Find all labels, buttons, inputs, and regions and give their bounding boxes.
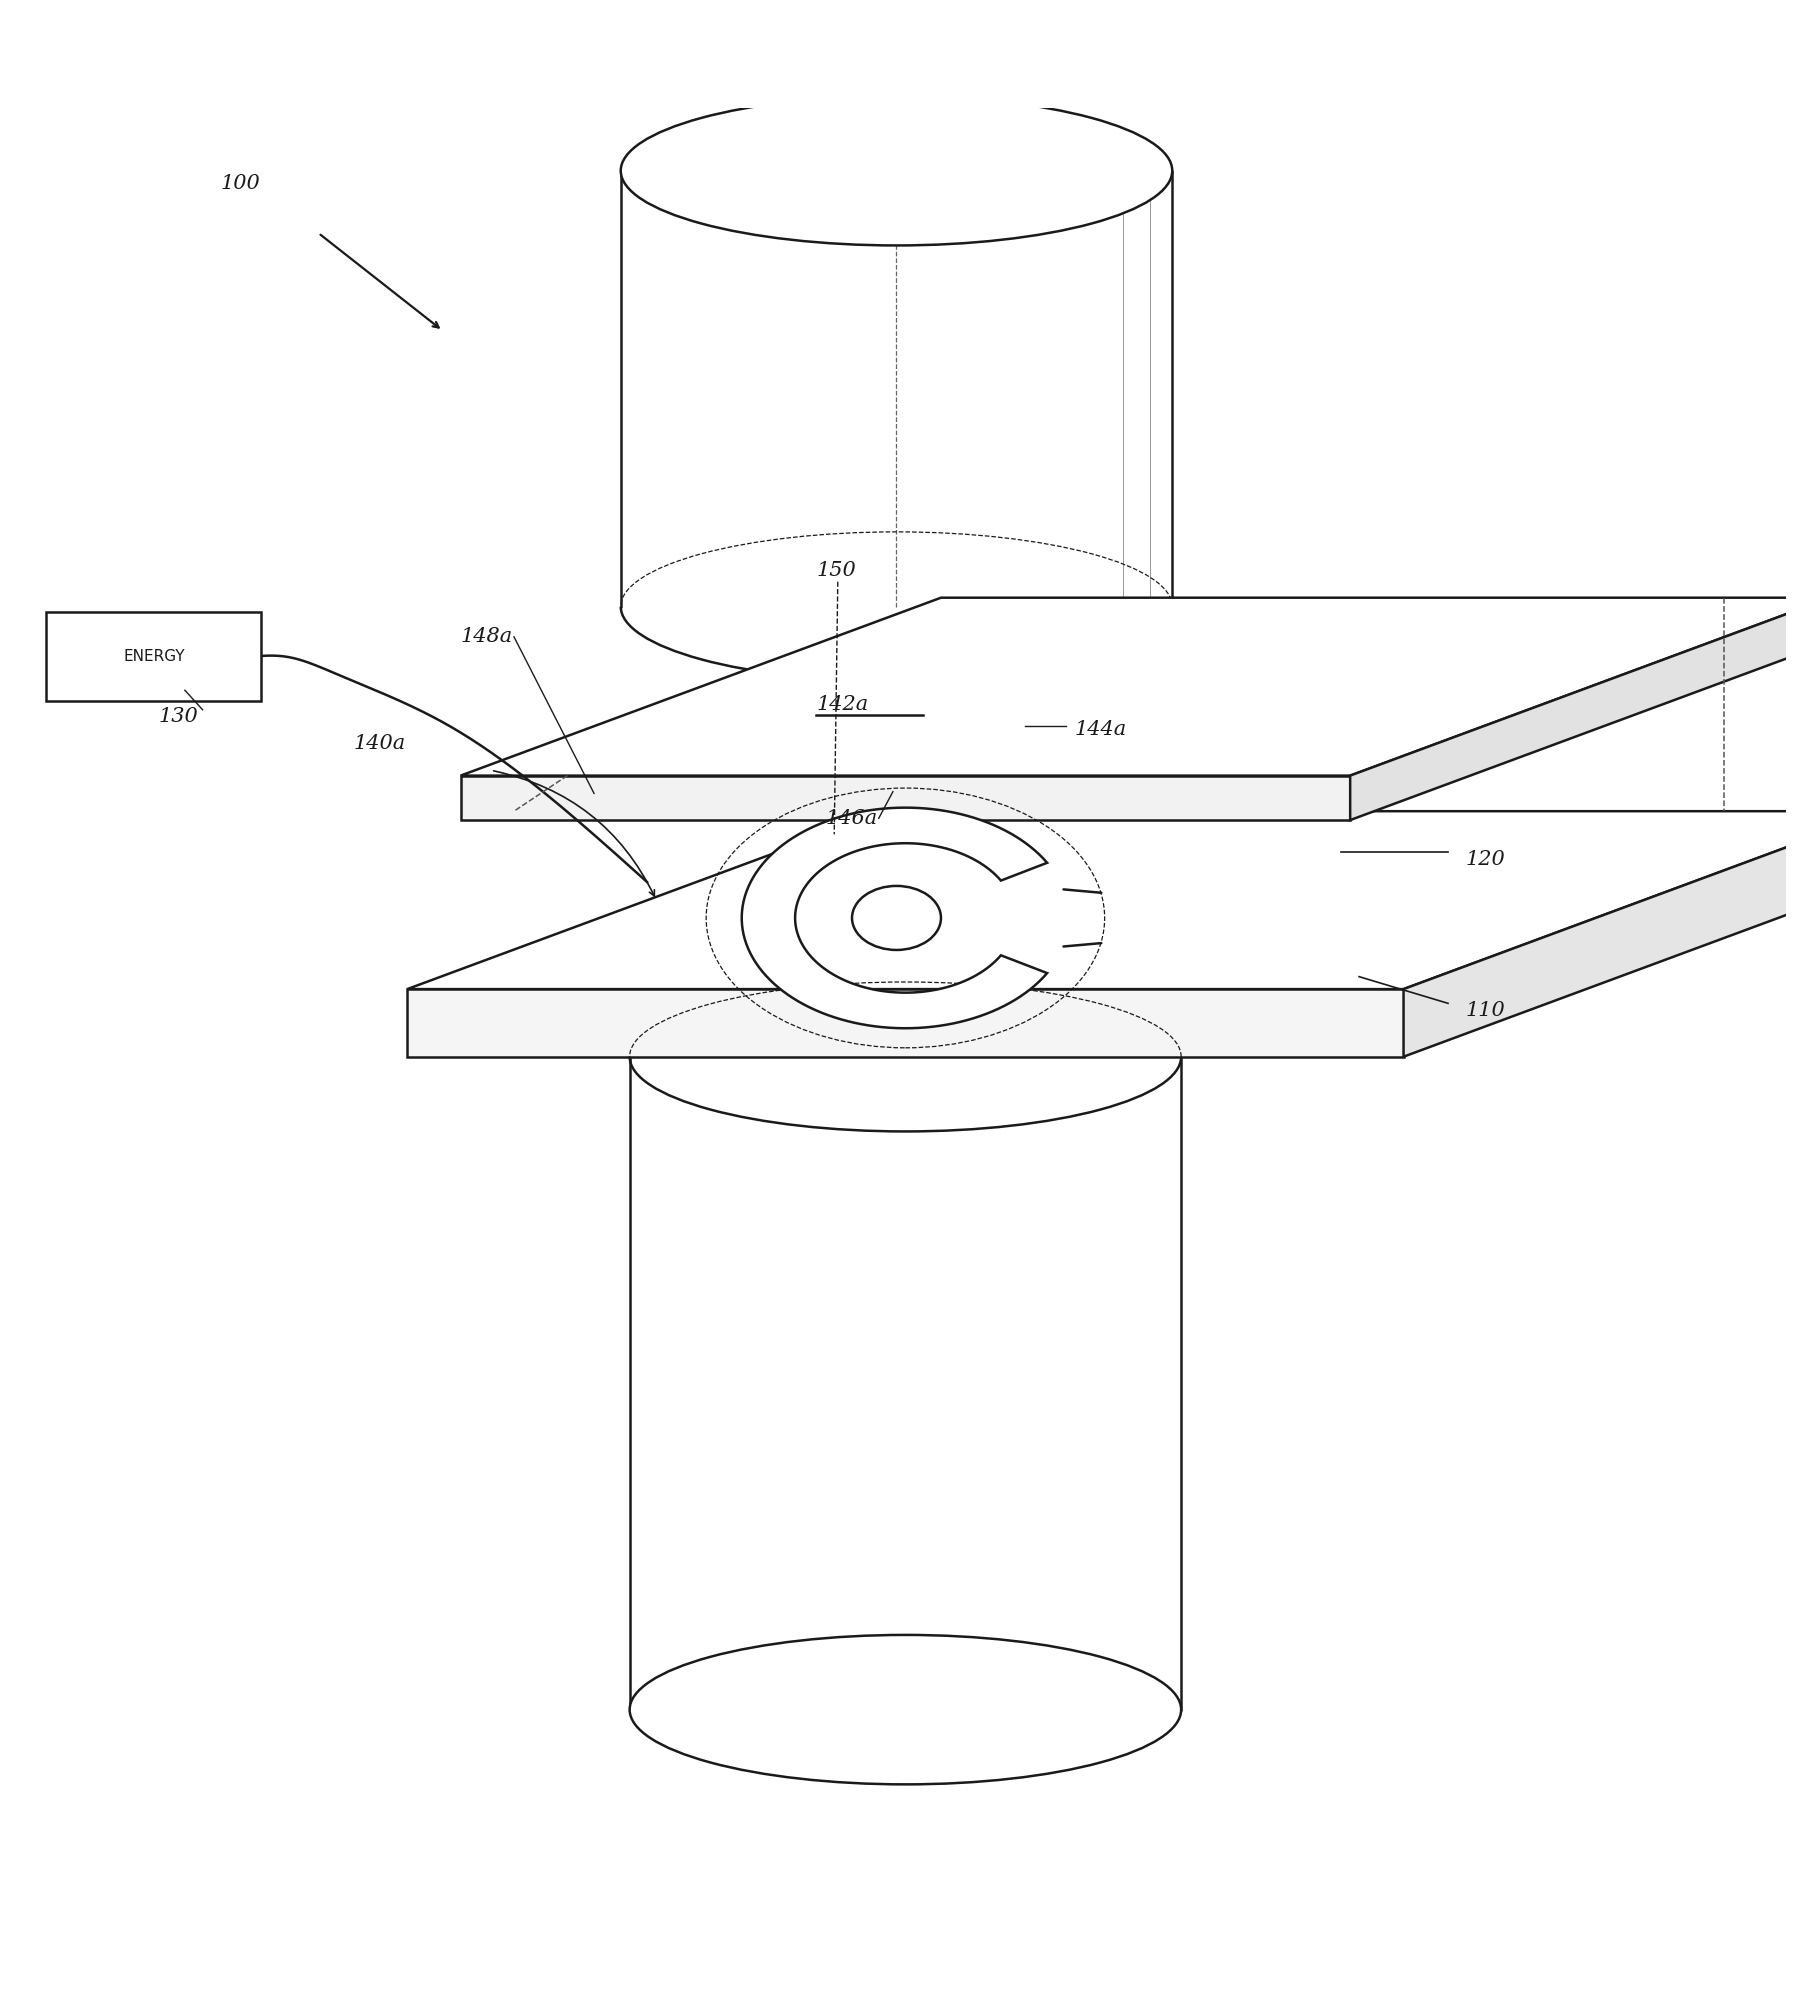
Polygon shape bbox=[461, 776, 1350, 820]
Text: 100: 100 bbox=[221, 174, 260, 192]
Polygon shape bbox=[461, 597, 1793, 776]
Polygon shape bbox=[1350, 597, 1793, 820]
Polygon shape bbox=[620, 172, 1173, 607]
Text: 144a: 144a bbox=[1074, 721, 1126, 739]
Polygon shape bbox=[407, 810, 1793, 990]
Text: 140a: 140a bbox=[353, 735, 407, 752]
Polygon shape bbox=[629, 1056, 1182, 1711]
Ellipse shape bbox=[629, 1635, 1182, 1784]
Polygon shape bbox=[407, 990, 1404, 1056]
Text: ENERGY: ENERGY bbox=[124, 649, 185, 665]
Polygon shape bbox=[742, 808, 1047, 1028]
Text: 110: 110 bbox=[1467, 1000, 1506, 1020]
FancyBboxPatch shape bbox=[47, 613, 262, 701]
Text: 146a: 146a bbox=[825, 808, 877, 828]
Text: 120: 120 bbox=[1467, 850, 1506, 868]
Text: 130: 130 bbox=[158, 707, 197, 727]
Ellipse shape bbox=[852, 886, 941, 950]
Ellipse shape bbox=[620, 96, 1173, 246]
Text: 150: 150 bbox=[816, 561, 857, 581]
Text: 142a: 142a bbox=[816, 695, 868, 715]
Text: 148a: 148a bbox=[461, 627, 513, 647]
Polygon shape bbox=[1404, 810, 1793, 1056]
